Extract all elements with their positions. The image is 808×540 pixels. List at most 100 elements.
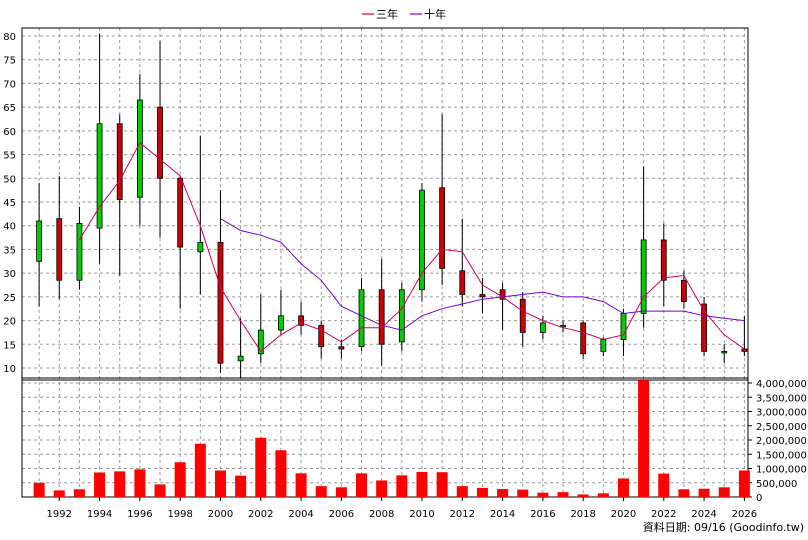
price-tick-label: 10 [3, 364, 16, 375]
price-tick-label: 15 [3, 340, 16, 351]
year-tick-label: 2010 [409, 509, 434, 520]
year-tick-label: 2020 [611, 509, 636, 520]
ma3-line [78, 141, 745, 353]
volume-bar [335, 487, 347, 497]
volume-bar [456, 486, 468, 497]
year-tick-label: 1998 [167, 509, 192, 520]
year-tick-label: 1996 [127, 509, 152, 520]
year-tick-label: 2016 [530, 509, 555, 520]
volume-bar [114, 471, 126, 497]
year-tick-label: 2018 [570, 509, 595, 520]
candle-body [560, 324, 566, 328]
volume-bar [738, 470, 750, 497]
candle-body [539, 322, 546, 333]
volume-bar [557, 492, 569, 497]
volume-bar [537, 492, 549, 497]
price-tick-label: 60 [3, 127, 16, 138]
year-tick-label: 2026 [732, 509, 757, 520]
candle-body [600, 339, 607, 352]
candle-body [96, 123, 103, 229]
price-tick-label: 25 [3, 293, 16, 304]
volume-tick-label: 1,000,000 [756, 465, 807, 476]
volume-tick-label: 1,500,000 [756, 450, 807, 461]
price-tick-label: 20 [3, 317, 16, 328]
candle-body [499, 289, 506, 300]
volume-bar [235, 475, 247, 497]
candle-body [237, 355, 244, 362]
year-tick-label: 1994 [87, 509, 112, 520]
volume-tick-label: 3,000,000 [756, 408, 807, 419]
candle-body [741, 348, 748, 352]
candle-body [217, 241, 224, 364]
candle-body [660, 239, 667, 281]
grid-lines [22, 28, 748, 498]
volume-bar [356, 473, 368, 497]
candle-body [278, 315, 284, 331]
price-plot-frame [21, 27, 749, 381]
volume-bar [658, 473, 670, 497]
year-tick-label: 2002 [248, 509, 273, 520]
year-tick-label: 2012 [450, 509, 475, 520]
volume-bar [275, 450, 287, 497]
volume-tick-label: 4,000,000 [756, 379, 807, 390]
volume-bar [376, 480, 388, 497]
year-tick-label: 2000 [208, 509, 233, 520]
candle-body [358, 289, 365, 348]
volume-bar [497, 489, 509, 497]
price-tick-label: 50 [3, 174, 16, 185]
volume-bar [436, 472, 448, 497]
volume-bar [718, 487, 730, 497]
candle-body [157, 106, 163, 179]
candle-body [419, 189, 425, 291]
volume-bar [315, 486, 327, 497]
candle-body [378, 289, 385, 345]
candle-body [257, 329, 264, 355]
volume-bar [134, 469, 146, 497]
price-tick-label: 35 [3, 245, 16, 256]
volume-bar [476, 487, 488, 497]
source-note: 資料日期: 09/16 (Goodinfo.tw) [643, 520, 804, 534]
volume-bar [214, 470, 226, 497]
candle-body [519, 298, 526, 333]
price-tick-label: 75 [3, 56, 16, 67]
candle-body [338, 346, 345, 350]
legend: 三年 十年 [362, 7, 446, 21]
volume-bar [53, 490, 65, 497]
candle-body [56, 218, 63, 281]
year-tick-label: 2006 [329, 509, 354, 520]
candle-body [36, 220, 43, 262]
volume-bar [174, 462, 186, 497]
volume-bar [94, 472, 106, 497]
volume-bar [33, 482, 45, 497]
volume-bar [73, 489, 85, 497]
price-tick-label: 45 [3, 198, 16, 209]
volume-bar [255, 437, 267, 497]
volume-bar [638, 380, 650, 497]
volume-bar [597, 493, 609, 497]
candle-body [398, 289, 405, 343]
candle-body [116, 123, 123, 201]
candle-body [580, 322, 587, 355]
volume-bar [154, 484, 166, 497]
candle-body [197, 241, 204, 253]
candle-body [721, 350, 728, 354]
volume-bar [678, 489, 690, 497]
year-tick-label: 2022 [651, 509, 676, 520]
candle-body [298, 315, 304, 326]
volume-tick-label: 500,000 [756, 479, 797, 490]
volume-tick-label: 2,000,000 [756, 436, 807, 447]
price-tick-label: 40 [3, 222, 16, 233]
legend-label: 三年 [376, 7, 398, 21]
volume-tick-label: 3,500,000 [756, 393, 807, 404]
candle-body [459, 270, 466, 295]
candle-body [701, 303, 707, 352]
ma10-line [220, 218, 745, 331]
year-tick-label: 2014 [490, 509, 515, 520]
price-tick-label: 30 [3, 269, 16, 280]
candle-body [76, 222, 83, 281]
candle-body [640, 239, 647, 314]
volume-tick-label: 2,500,000 [756, 422, 807, 433]
moving-average-lines [78, 141, 745, 353]
legend-label: 十年 [424, 7, 446, 21]
